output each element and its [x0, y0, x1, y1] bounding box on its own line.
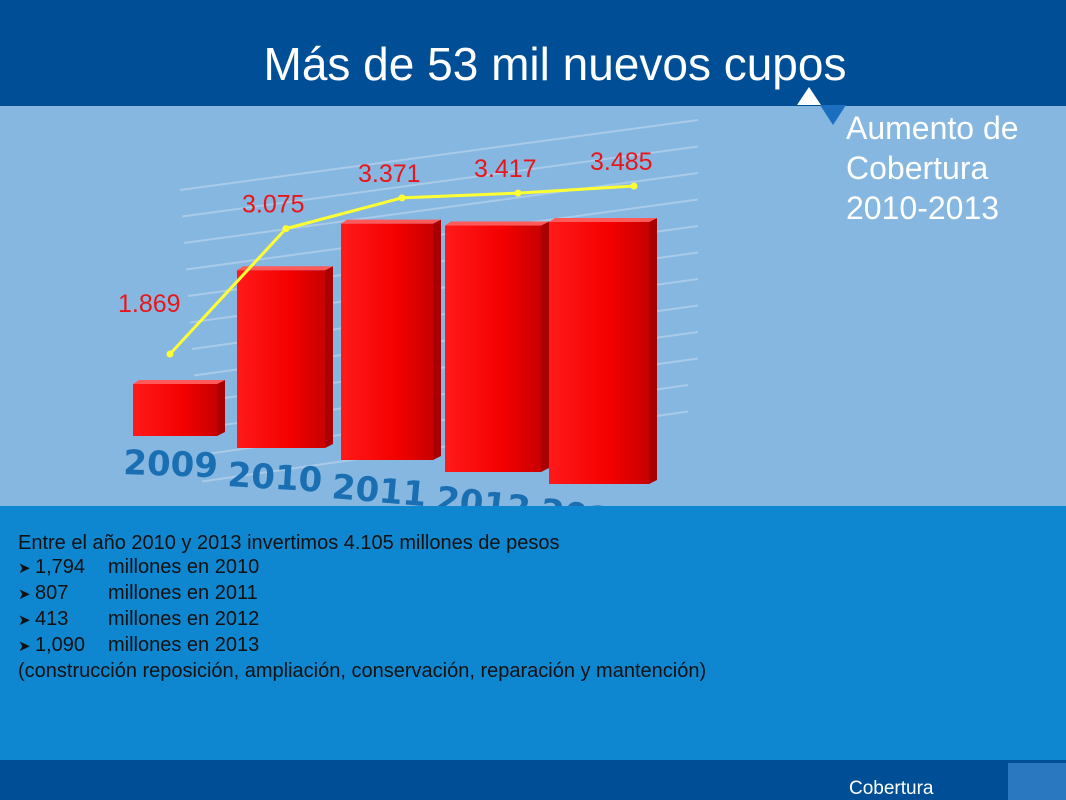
- list-item: ➤ 807 millones en 2011: [18, 581, 1048, 607]
- coverage-label-line2: Cobertura: [846, 150, 989, 186]
- bar-side: [325, 266, 333, 448]
- value-label: 3.075: [242, 191, 305, 219]
- bar-2010: [237, 270, 325, 448]
- investment-amount: 413: [35, 608, 69, 630]
- investment-text: millones en 2011: [108, 582, 258, 604]
- bar-2013: [549, 222, 649, 484]
- bar-top: [237, 266, 333, 271]
- value-label: 1.869: [118, 290, 181, 318]
- investment-amount: 1,090: [35, 634, 86, 656]
- year-label: 2013: [538, 491, 637, 506]
- footer-label: Cobertura: [849, 778, 934, 799]
- list-item: ➤ 1,794 millones en 2010: [18, 555, 1048, 581]
- investment-text: millones en 2010: [108, 556, 260, 578]
- header-bar: [0, 0, 1066, 106]
- bar-top: [133, 380, 225, 384]
- grid-line: [185, 198, 699, 271]
- arrow-bullet-icon: ➤: [18, 612, 31, 629]
- bar-side: [541, 221, 549, 472]
- investment-summary: Entre el año 2010 y 2013 invertimos 4.10…: [18, 531, 1048, 683]
- investment-text: millones en 2013: [108, 634, 260, 656]
- arrow-bullet-icon: ➤: [18, 560, 31, 577]
- coverage-label: Aumento de Cobertura 2010-2013: [846, 108, 1019, 228]
- coverage-label-line3: 2010-2013: [846, 190, 1000, 226]
- bar-side: [649, 218, 657, 484]
- trend-point-2011: [398, 194, 406, 202]
- list-item: ➤ 413 millones en 2012: [18, 607, 1048, 633]
- bar-2009: [133, 384, 217, 436]
- arrow-bullet-icon: ➤: [18, 638, 31, 655]
- grid-line: [183, 172, 699, 244]
- bar-top: [549, 218, 657, 222]
- trend-point-2012: [514, 189, 522, 197]
- value-label: 3.371: [358, 160, 421, 188]
- list-item: ➤ 1,090 millones en 2013: [18, 633, 1048, 659]
- investment-amount: 1,794: [35, 556, 86, 578]
- arrow-bullet-icon: ➤: [18, 586, 31, 603]
- page-title: Más de 53 mil nuevos cupos: [263, 38, 847, 90]
- trend-point-2010: [282, 225, 290, 233]
- footer-accent-box: [1008, 763, 1066, 800]
- value-label: 3.485: [590, 148, 653, 176]
- bar-top: [445, 221, 549, 226]
- investment-intro: Entre el año 2010 y 2013 invertimos 4.10…: [18, 532, 560, 554]
- grid-line: [179, 119, 699, 191]
- year-label: 2011: [330, 467, 428, 506]
- bar-2011: [341, 223, 433, 460]
- bar-side: [217, 380, 225, 436]
- grid-line: [181, 145, 699, 218]
- trend-point-2013: [630, 182, 638, 190]
- bar-side: [433, 219, 441, 460]
- investment-text: millones en 2012: [108, 608, 260, 630]
- value-label: 3.417: [474, 155, 537, 183]
- investment-amount: 807: [35, 582, 69, 604]
- investment-note: (construcción reposición, ampliación, co…: [18, 660, 707, 682]
- coverage-label-line1: Aumento de: [846, 110, 1019, 146]
- footer-bar: [0, 760, 1066, 800]
- trend-point-2009: [166, 350, 174, 358]
- year-label: 2012: [434, 479, 533, 506]
- year-label: 2009: [123, 443, 219, 486]
- triangle-down-icon: [820, 105, 846, 125]
- bar-top: [341, 219, 441, 224]
- triangle-up-icon: [797, 87, 821, 105]
- year-label: 2010: [226, 455, 323, 501]
- bar-2012: [445, 225, 541, 472]
